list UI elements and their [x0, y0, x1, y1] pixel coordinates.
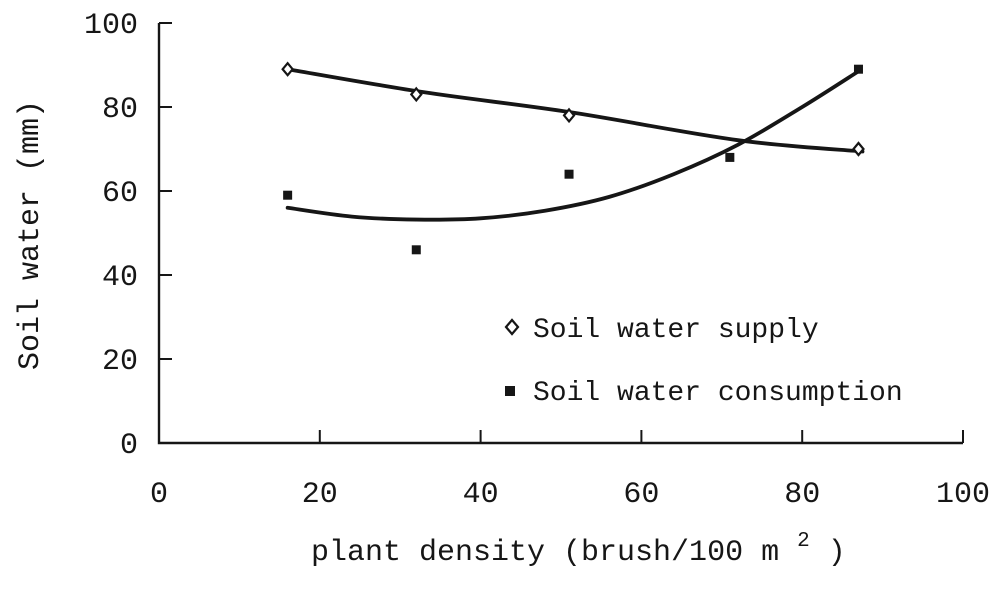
y-tick-label: 0 — [120, 429, 138, 463]
data-point-filled-square — [853, 64, 863, 74]
x-axis-title-superscript: 2 — [797, 530, 810, 553]
data-point-open-diamond — [562, 107, 576, 124]
x-tick-label: 100 — [936, 478, 990, 512]
x-tick-label: 60 — [623, 478, 659, 512]
series-layer — [281, 61, 865, 255]
legend-open-diamond-icon — [504, 318, 520, 336]
legend-label-supply: Soil water supply — [533, 315, 819, 346]
x-tick-label: 80 — [784, 478, 820, 512]
data-point-filled-square — [411, 245, 421, 255]
chart-legend: Soil water supply Soil water consumption — [504, 315, 903, 409]
y-tick-label: 60 — [102, 177, 138, 211]
legend-filled-square-icon — [505, 386, 515, 396]
x-axis-title-end: ) — [828, 536, 846, 570]
y-axis-title: Soil water (mm) — [14, 100, 48, 370]
y-tick-label: 40 — [102, 261, 138, 295]
data-point-open-diamond — [409, 86, 423, 103]
tick-label-layer: 0 20 40 60 80 100 0 20 40 60 80 100 — [84, 9, 990, 512]
x-axis-title-main: plant density (brush/100 m — [311, 536, 779, 570]
data-point-filled-square — [564, 169, 574, 179]
y-tick-label: 80 — [102, 93, 138, 127]
x-axis-title: plant density (brush/100 m 2 ) — [311, 522, 846, 570]
data-point-open-diamond — [281, 61, 295, 77]
axes-layer — [157, 22, 964, 445]
x-tick-label: 40 — [463, 478, 499, 512]
trend-line-soil-water-supply — [285, 67, 865, 154]
x-tick-label: 0 — [150, 478, 168, 512]
x-tick-label: 20 — [302, 478, 338, 512]
legend-label-consumption: Soil water consumption — [533, 378, 903, 409]
trend-line-soil-water-consumption — [285, 69, 861, 222]
y-tick-label: 20 — [102, 345, 138, 379]
data-point-filled-square — [283, 190, 293, 200]
data-point-open-diamond — [852, 141, 865, 157]
y-tick-label: 100 — [84, 9, 138, 43]
data-point-filled-square — [725, 152, 735, 162]
